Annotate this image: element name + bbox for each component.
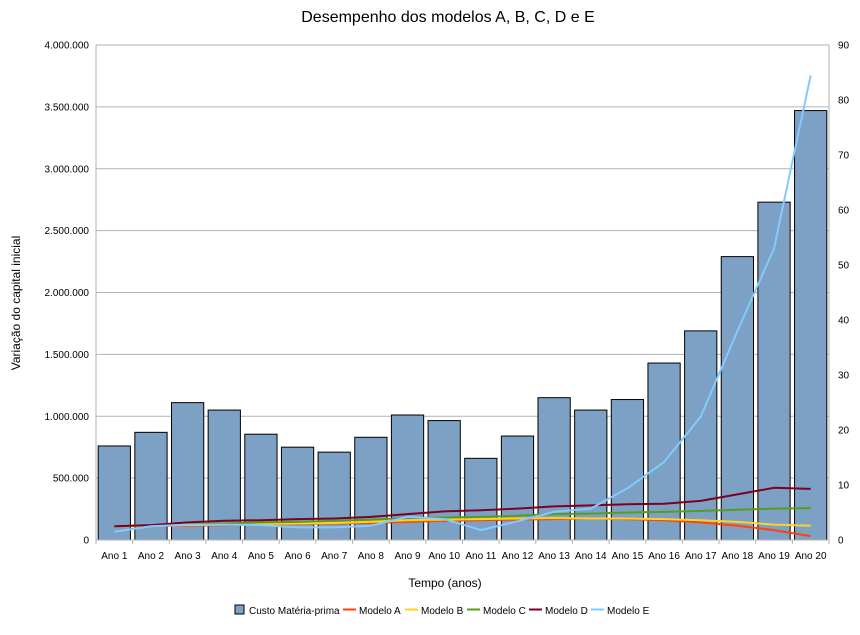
x-tick-label: Ano 9 [394, 551, 421, 562]
bar [757, 201, 791, 541]
y-tick-label: 2.000.000 [45, 288, 90, 299]
legend-label: Modelo A [359, 606, 401, 617]
x-tick-label: Ano 4 [211, 551, 238, 562]
legend-label: Modelo B [421, 606, 464, 617]
y2-tick-label: 60 [838, 206, 850, 217]
y2-tick-label: 70 [838, 151, 850, 162]
legend: Custo Matéria-prima Modelo A Modelo B Model… [234, 604, 650, 617]
y2-tick-label: 50 [838, 261, 850, 272]
y2-tick-label: 0 [838, 536, 844, 547]
y2-tick-label: 40 [838, 316, 850, 327]
bar [207, 409, 241, 541]
legend-label: Modelo C [483, 606, 526, 617]
bar [684, 330, 718, 541]
x-tick-label: Ano 7 [321, 551, 348, 562]
y-tick-label: 1.500.000 [45, 350, 90, 361]
bar [317, 451, 351, 541]
bar [134, 431, 168, 541]
x-tick-label: Ano 17 [685, 551, 717, 562]
grid-layer [96, 44, 829, 541]
chart-title: Desempenho dos modelos A, B, C, D e E [301, 9, 594, 26]
x-tick-label: Ano 18 [722, 551, 754, 562]
y-tick-label: 500.000 [53, 474, 90, 485]
x-tick-label: Ano 2 [138, 551, 165, 562]
x-tick-label: Ano 1 [101, 551, 128, 562]
x-tick-label: Ano 11 [465, 551, 496, 562]
x-tick-label: Ano 8 [358, 551, 385, 562]
x-tick-label: Ano 14 [575, 551, 607, 562]
y-tick-label: 2.500.000 [45, 226, 90, 237]
x-tick-label: Ano 12 [502, 551, 534, 562]
legend-label: Modelo E [607, 606, 650, 617]
y-tick-label: 0 [83, 536, 89, 547]
bar [794, 110, 828, 541]
bar [574, 409, 608, 541]
legend-label: Modelo D [545, 606, 588, 617]
x-tick-label: Ano 3 [175, 551, 202, 562]
y-tick-label: 1.000.000 [45, 412, 90, 423]
x-tick-label: Ano 16 [648, 551, 680, 562]
axes-layer: 0 500.000 1.000.000 1.500.000 2.000.000 2.500… [45, 41, 850, 563]
x-tick-label: Ano 20 [795, 551, 827, 562]
legend-swatch [234, 604, 245, 615]
bar [354, 436, 388, 541]
y-axis-label: Variação do capital inicial [9, 236, 23, 371]
x-tick-label: Ano 10 [428, 551, 460, 562]
series-line [114, 75, 812, 533]
y-tick-label: 3.500.000 [45, 102, 90, 113]
y-tick-label: 4.000.000 [45, 41, 90, 52]
x-tick-label: Ano 13 [538, 551, 570, 562]
bar [500, 435, 535, 541]
series-line [114, 486, 811, 528]
bar [647, 362, 681, 541]
x-tick-label: Ano 15 [612, 551, 644, 562]
x-tick-label: Ano 5 [248, 551, 275, 562]
lines-layer [114, 75, 812, 538]
bar [170, 402, 205, 541]
bar [97, 445, 131, 541]
bar [720, 256, 755, 541]
y2-tick-label: 90 [838, 41, 850, 52]
y2-tick-label: 80 [838, 96, 850, 107]
legend-label: Custo Matéria-prima [249, 606, 340, 617]
y2-tick-label: 20 [838, 426, 850, 437]
x-axis-label: Tempo (anos) [408, 576, 481, 590]
y2-tick-label: 10 [838, 481, 850, 492]
series-line [114, 507, 811, 528]
x-tick-label: Ano 19 [758, 551, 790, 562]
x-tick-label: Ano 6 [285, 551, 312, 562]
bars-layer [97, 110, 828, 541]
y2-tick-label: 30 [838, 371, 850, 382]
y-tick-label: 3.000.000 [45, 164, 90, 175]
